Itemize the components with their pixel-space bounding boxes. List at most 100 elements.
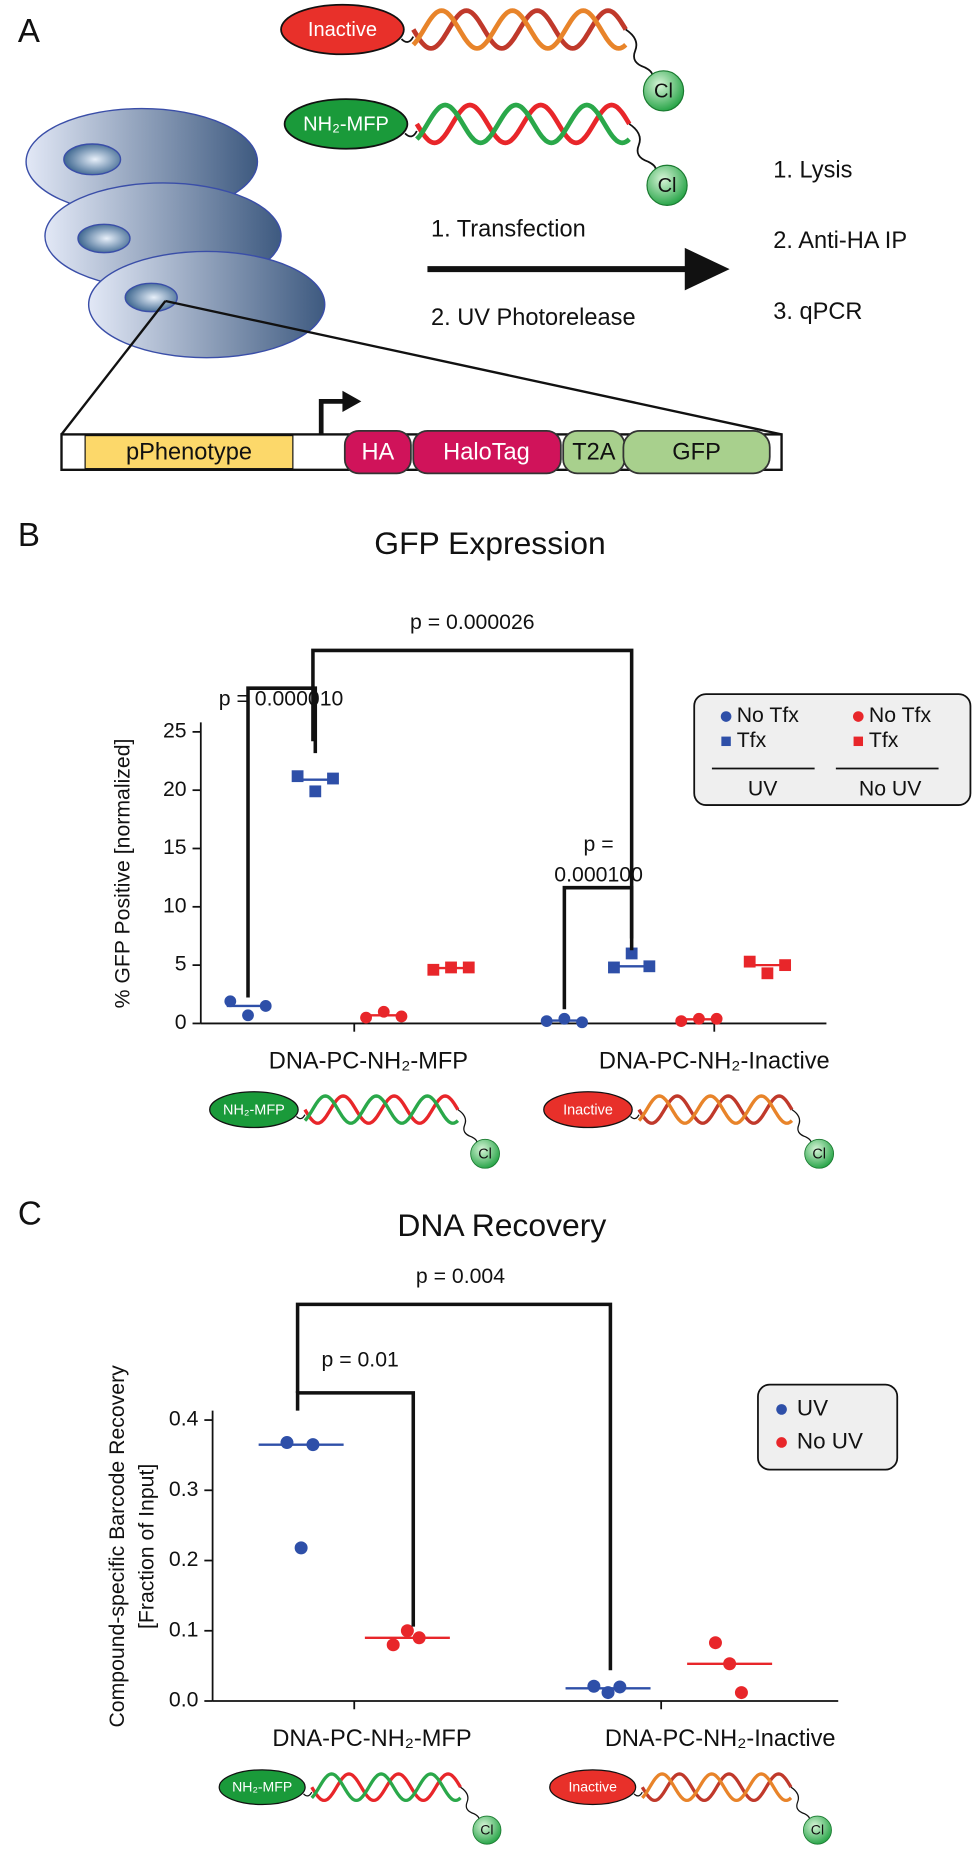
dna-strand xyxy=(310,1772,462,1803)
data-point xyxy=(558,1012,571,1025)
molecule-head xyxy=(209,1091,299,1129)
legend-marker xyxy=(776,1437,787,1448)
data-point xyxy=(608,961,620,974)
legend-marker xyxy=(853,736,864,747)
molecule-label: NH₂-MFP xyxy=(223,1102,285,1118)
data-point xyxy=(291,770,304,783)
molecule: Inactive Cl xyxy=(543,1091,835,1169)
linker xyxy=(791,1109,812,1144)
molecule-label: Inactive xyxy=(308,19,377,41)
x-tick-label: DNA-PC-NH₂-MFP xyxy=(272,1726,471,1752)
construct-part: HaloTag xyxy=(443,440,530,466)
dna-strand xyxy=(303,1094,460,1125)
p-value: p = 0.004 xyxy=(416,1264,505,1288)
molecule-head xyxy=(218,1769,306,1806)
legend-marker xyxy=(720,711,732,722)
data-point xyxy=(280,1436,294,1450)
molecule-head xyxy=(543,1091,633,1129)
linker xyxy=(790,1786,811,1821)
legend-label: No Tfx xyxy=(869,703,932,727)
data-point xyxy=(259,1000,272,1012)
molecule-head xyxy=(283,98,409,150)
linker xyxy=(460,1786,480,1821)
y-tick-label: 0.3 xyxy=(169,1477,199,1501)
data-point xyxy=(462,961,475,974)
data-point xyxy=(587,1679,601,1693)
dna-strand xyxy=(411,8,628,51)
construct-part: HA xyxy=(361,440,394,466)
chloride xyxy=(646,164,688,206)
molecule-head xyxy=(549,1769,637,1806)
molecule-label: Inactive xyxy=(569,1779,618,1795)
data-point xyxy=(306,1438,320,1452)
y-tick-label: 0.1 xyxy=(169,1617,199,1641)
molecule-label: NH₂-MFP xyxy=(232,1779,292,1795)
dna-strand xyxy=(637,1094,794,1125)
data-point xyxy=(710,1012,723,1025)
step: 1. Transfection xyxy=(431,216,586,242)
y-axis-label: [Fraction of Input] xyxy=(134,1464,158,1629)
linker xyxy=(633,1791,643,1797)
p-value: p = 0.01 xyxy=(321,1348,398,1372)
data-point xyxy=(625,947,638,960)
data-point xyxy=(395,1010,408,1023)
panel-label: A xyxy=(18,13,40,50)
data-point xyxy=(601,1686,615,1700)
data-point xyxy=(242,1009,254,1022)
data-point xyxy=(723,1657,737,1671)
chloride xyxy=(470,1138,500,1169)
significance-bracket xyxy=(295,1302,613,1671)
linker xyxy=(404,130,418,138)
cells xyxy=(25,107,326,359)
legend-label: No Tfx xyxy=(737,703,800,727)
dna-strand xyxy=(641,1772,793,1803)
chloride xyxy=(642,70,685,112)
data-point xyxy=(309,785,322,798)
data-point xyxy=(761,967,774,980)
p-value: p = 0.000026 xyxy=(410,610,535,634)
significance-bracket xyxy=(562,885,634,1010)
data-point xyxy=(327,772,339,785)
linker xyxy=(625,28,654,78)
panel-label: C xyxy=(18,1196,42,1233)
y-tick-label: 10 xyxy=(163,893,187,917)
transfection-arrow xyxy=(427,247,730,291)
molecule-label: NH₂-MFP xyxy=(303,113,389,135)
data-point xyxy=(427,963,440,976)
y-tick-label: 5 xyxy=(175,952,187,976)
construct xyxy=(60,390,783,475)
data-point xyxy=(734,1686,748,1700)
y-tick-label: 0 xyxy=(175,1010,187,1034)
data-point xyxy=(360,1011,372,1024)
dna-strand xyxy=(411,8,628,51)
dna-strand xyxy=(303,1094,460,1125)
data-point xyxy=(377,1005,390,1018)
chloride-label: Cl xyxy=(480,1822,493,1838)
legend-marker xyxy=(852,711,864,722)
linker xyxy=(457,1109,478,1144)
linker xyxy=(630,1114,640,1120)
x-tick-label: DNA-PC-NH₂-MFP xyxy=(269,1049,468,1075)
data-point xyxy=(708,1636,722,1650)
linker xyxy=(628,123,657,172)
data-point xyxy=(386,1638,400,1652)
zoom-lines xyxy=(60,299,782,436)
legend-label: No UV xyxy=(797,1428,863,1453)
significance-bracket xyxy=(311,648,634,951)
x-tick-label: DNA-PC-NH₂-Inactive xyxy=(599,1049,830,1075)
chloride-label: Cl xyxy=(654,80,673,102)
y-tick-label: 0.2 xyxy=(169,1547,199,1571)
y-tick-label: 0.4 xyxy=(169,1407,199,1431)
molecule-label: Inactive xyxy=(563,1102,613,1118)
dna-strand xyxy=(310,1772,462,1803)
significance-bracket xyxy=(246,686,318,998)
y-axis-label: % GFP Positive [normalized] xyxy=(111,739,135,1009)
molecule: NH₂-MFP Cl xyxy=(218,1769,502,1845)
chart-title: DNA Recovery xyxy=(397,1207,606,1243)
chloride xyxy=(802,1815,832,1845)
molecule: Inactive Cl xyxy=(280,3,685,112)
significance-bracket xyxy=(295,1391,416,1627)
y-tick-label: 20 xyxy=(163,777,187,801)
